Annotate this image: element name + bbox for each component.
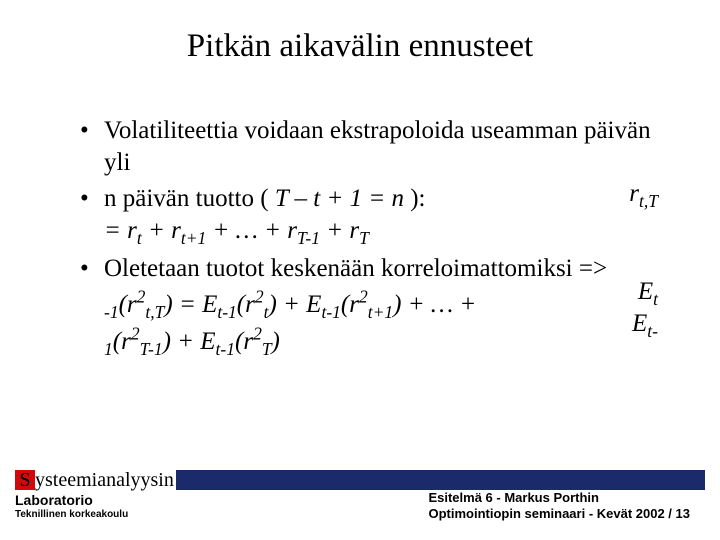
bullet-1: • Volatiliteettia voidaan ekstrapoloida … [80, 115, 660, 179]
bullet-3-text: Oletetaan tuotot keskenään korreloimatto… [104, 253, 660, 360]
math-eq-1: = rt + rt+1 + … + rT-1 + rT [104, 217, 369, 244]
right-sym-3: Et- [598, 310, 658, 342]
math-eq-2: -1(r2t,T) = Et-1(r2t) + Et-1(r2t+1) + … … [104, 291, 476, 318]
slide: Pitkän aikavälin ennusteet • Volatilitee… [0, 0, 720, 540]
bullet-2: • n päivän tuotto ( T – t + 1 = n ): = r… [80, 183, 660, 249]
bullet-2-mid: ): [404, 185, 426, 212]
bullet-3-intro: Oletetaan tuotot keskenään korreloimatto… [104, 255, 607, 282]
slide-title: Pitkän aikavälin ennusteet [0, 28, 720, 65]
uni-label: Teknillinen korkeakoulu [15, 509, 128, 520]
bullet-1-text: Volatiliteettia voidaan ekstrapoloida us… [104, 115, 660, 179]
sym-e1: E [638, 278, 653, 305]
math-eq-3: 1(r2T-1) + Et-1(r2T) [104, 328, 280, 355]
footer-right-1: Esitelmä 6 - Markus Porthin [428, 490, 599, 505]
sym-e2-sub: t- [647, 321, 658, 341]
sym-r: r [629, 180, 639, 207]
sym-e2: E [632, 310, 647, 337]
lab-label: Laboratorio [15, 492, 93, 508]
right-sym-1: rt,T [598, 180, 658, 212]
bullet-2-pre: n päivän tuotto ( [104, 185, 275, 212]
bullet-3: • Oletetaan tuotot keskenään korreloimat… [80, 253, 660, 360]
bullet-2-text: n päivän tuotto ( T – t + 1 = n ): = rt … [104, 183, 660, 249]
brand-s-box: S [15, 470, 35, 490]
bullet-dot: • [80, 115, 104, 147]
sym-e1-sub: t [653, 289, 658, 309]
footer-right-2: Optimointiopin seminaari - Kevät 2002 / … [428, 506, 690, 521]
right-sym-2: Et [598, 278, 658, 310]
math-expr: T – t + 1 = n [275, 185, 404, 212]
brand-rest: ysteemianalyysin [35, 470, 176, 490]
bullet-dot: • [80, 183, 104, 215]
bullet-dot: • [80, 253, 104, 285]
slide-body: • Volatiliteettia voidaan ekstrapoloida … [80, 115, 660, 365]
sym-r-sub: t,T [639, 191, 658, 211]
footer-right: Esitelmä 6 - Markus Porthin Optimointiop… [428, 490, 690, 523]
